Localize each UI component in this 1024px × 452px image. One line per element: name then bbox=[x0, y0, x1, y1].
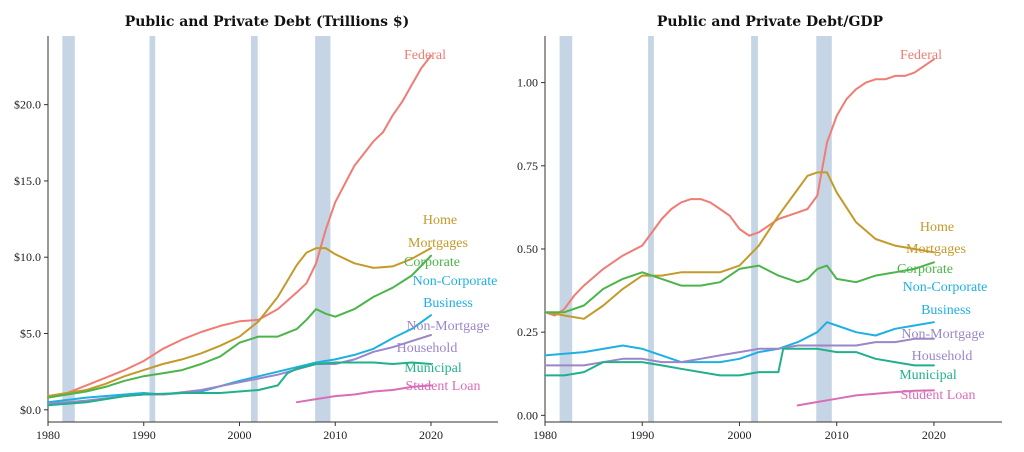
series-line-federal bbox=[47, 54, 432, 398]
series-label: Corporate bbox=[897, 262, 953, 277]
series-label: Household bbox=[397, 341, 458, 356]
x-tick-label: 2000 bbox=[727, 428, 751, 442]
y-tick-label: 0.25 bbox=[517, 325, 538, 339]
series-line-municipal bbox=[544, 347, 935, 377]
y-tick-label: $15.0 bbox=[14, 174, 41, 188]
series-line-home-mortgages bbox=[544, 171, 935, 320]
recession-band bbox=[62, 36, 75, 422]
series-label: Federal bbox=[404, 48, 446, 63]
y-tick-label: 1.00 bbox=[517, 76, 538, 90]
series-label: Household bbox=[912, 349, 973, 364]
recession-band bbox=[816, 36, 832, 422]
series-label: Corporate bbox=[404, 255, 460, 270]
x-tick-label: 2010 bbox=[323, 428, 347, 442]
series-label: Municipal bbox=[404, 361, 462, 376]
series-line-federal bbox=[544, 58, 935, 317]
series-line-non-corporate-business bbox=[544, 321, 935, 364]
recession-band bbox=[315, 36, 331, 422]
series-line-non-corporate-business bbox=[47, 314, 432, 404]
x-tick-label: 2020 bbox=[419, 428, 443, 442]
recession-band bbox=[751, 36, 758, 422]
series-label: Mortgages bbox=[906, 242, 966, 257]
series-label: Non-Mortgage bbox=[406, 319, 489, 334]
x-tick-label: 2020 bbox=[922, 428, 946, 442]
series-label: Non-Corporate bbox=[413, 274, 498, 289]
series-line-household-non-mortgage bbox=[47, 334, 432, 405]
series-label: Non-Mortgage bbox=[901, 327, 984, 342]
chart-title: Public and Private Debt/GDP bbox=[657, 14, 884, 30]
recession-band bbox=[648, 36, 654, 422]
y-tick-label: 0.50 bbox=[517, 242, 538, 256]
series-label: Municipal bbox=[899, 368, 957, 383]
series-line-student-loan bbox=[796, 389, 935, 407]
series-label: Student Loan bbox=[900, 388, 975, 403]
y-tick-label: $20.0 bbox=[14, 98, 41, 112]
series-label: Federal bbox=[900, 48, 942, 63]
series-line-municipal bbox=[47, 361, 432, 407]
recession-band bbox=[250, 36, 258, 422]
series-line-household-non-mortgage bbox=[544, 337, 935, 367]
x-tick-label: 1980 bbox=[36, 428, 60, 442]
x-tick-label: 1990 bbox=[132, 428, 156, 442]
series-label: Non-Corporate bbox=[903, 280, 988, 295]
series-label: Mortgages bbox=[408, 236, 468, 251]
series-line-student-loan bbox=[295, 384, 432, 404]
series-line-home-mortgages bbox=[47, 247, 432, 398]
y-tick-label: $10.0 bbox=[14, 250, 41, 264]
series-line-corporate bbox=[544, 261, 935, 314]
chart-panel-debt-to-gdp: Public and Private Debt/GDP 0.00 0.25 0.50… bbox=[517, 14, 1002, 442]
series-label: Business bbox=[921, 303, 971, 318]
x-tick-label: 2000 bbox=[227, 428, 251, 442]
series-label: Home bbox=[423, 213, 457, 228]
y-tick-label: $5.0 bbox=[20, 327, 41, 341]
y-tick-label: 0.00 bbox=[517, 408, 538, 422]
recession-band bbox=[149, 36, 156, 422]
y-tick-label: $0.0 bbox=[20, 403, 41, 417]
recession-band bbox=[559, 36, 573, 422]
series-line-corporate bbox=[47, 254, 432, 399]
series-label: Business bbox=[423, 296, 473, 311]
series-label: Student Loan bbox=[405, 379, 480, 394]
series-label: Home bbox=[920, 220, 954, 235]
x-tick-label: 1980 bbox=[533, 428, 557, 442]
x-tick-label: 1990 bbox=[630, 428, 654, 442]
chart-title: Public and Private Debt (Trillions $) bbox=[125, 14, 410, 30]
y-tick-label: 0.75 bbox=[517, 159, 538, 173]
x-tick-label: 2010 bbox=[825, 428, 849, 442]
chart-panel-total-debt: Public and Private Debt (Trillions $) $0… bbox=[14, 14, 498, 442]
